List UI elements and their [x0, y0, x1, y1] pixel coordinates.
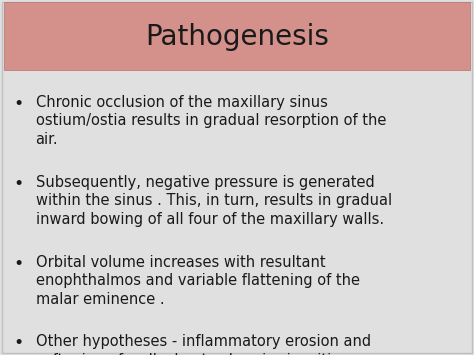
Text: •: • [14, 175, 24, 193]
Text: Chronic occlusion of the maxillary sinus
ostium/ostia results in gradual resorpt: Chronic occlusion of the maxillary sinus… [36, 95, 386, 147]
Text: Other hypotheses - inflammatory erosion and
softening of walls due to chronic si: Other hypotheses - inflammatory erosion … [36, 334, 371, 355]
FancyBboxPatch shape [4, 2, 470, 70]
Text: Orbital volume increases with resultant
enophthalmos and variable flattening of : Orbital volume increases with resultant … [36, 255, 360, 307]
Text: Pathogenesis: Pathogenesis [145, 23, 329, 51]
Text: •: • [14, 334, 24, 353]
Text: •: • [14, 255, 24, 273]
Text: •: • [14, 95, 24, 113]
Text: Subsequently, negative pressure is generated
within the sinus . This, in turn, r: Subsequently, negative pressure is gener… [36, 175, 392, 227]
